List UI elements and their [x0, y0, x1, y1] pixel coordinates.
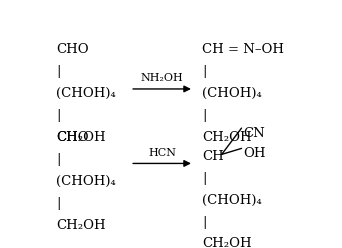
Text: CHO: CHO [56, 43, 89, 56]
Text: (CHOH)₄: (CHOH)₄ [202, 193, 262, 207]
Text: CH₂OH: CH₂OH [202, 131, 251, 144]
Text: |: | [56, 109, 61, 122]
Text: (CHOH)₄: (CHOH)₄ [56, 87, 116, 100]
Text: OH: OH [243, 148, 265, 160]
Text: |: | [202, 216, 206, 228]
Text: CN: CN [243, 127, 265, 140]
Text: CH₂OH: CH₂OH [56, 219, 106, 232]
Text: CH = N–OH: CH = N–OH [202, 43, 284, 56]
Text: HCN: HCN [148, 148, 176, 158]
Text: |: | [56, 65, 61, 78]
Text: (CHOH)₄: (CHOH)₄ [56, 175, 116, 188]
Text: |: | [202, 65, 206, 78]
Text: |: | [56, 153, 61, 166]
Text: (CHOH)₄: (CHOH)₄ [202, 87, 262, 100]
Text: NH₂OH: NH₂OH [141, 73, 183, 83]
Text: CH₂OH: CH₂OH [56, 131, 106, 144]
Text: CH: CH [202, 150, 224, 163]
Text: |: | [56, 197, 61, 210]
Text: CHO: CHO [56, 131, 89, 144]
Text: |: | [202, 172, 206, 185]
Text: CH₂OH: CH₂OH [202, 238, 251, 248]
Text: |: | [202, 109, 206, 122]
